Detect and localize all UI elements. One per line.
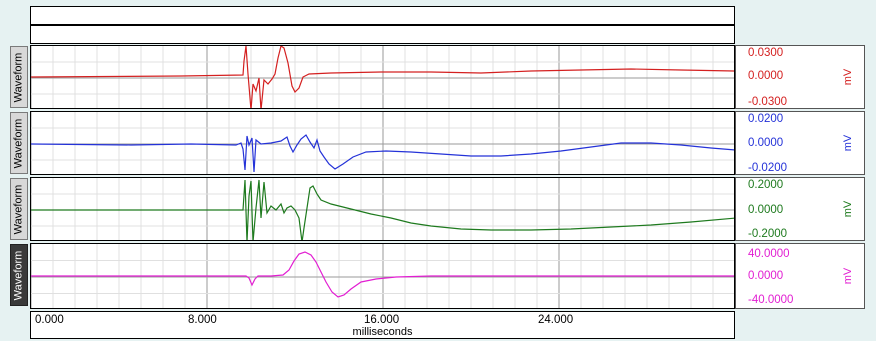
x-tick-label: 16.000 [364, 314, 400, 326]
waveform-svg-4 [31, 244, 734, 308]
x-tick-label: 0.000 [35, 314, 64, 326]
waveform-trace-1 [31, 46, 734, 108]
scale-top-value: 0.0300 [748, 47, 784, 59]
scale-top-value: 0.0200 [748, 113, 784, 125]
header-bar [30, 6, 735, 44]
time-axis: 0.000 8.000 16.000 24.000 milliseconds [30, 311, 735, 339]
channel-tab-label: Waveform [12, 118, 25, 168]
scale-mid-value: 0.0000 [748, 70, 784, 82]
scale-top-value: 0.2000 [748, 179, 784, 191]
channel-tab-4[interactable]: Waveform [10, 244, 28, 306]
scale-bottom-value: -0.0300 [748, 96, 788, 108]
scale-unit: mV [841, 200, 854, 218]
channel-tab-2[interactable]: Waveform [10, 112, 28, 174]
scale-panel-1: 0.0300 0.0000 -0.0300 mV [735, 45, 865, 109]
scale-bottom-value: -0.2000 [748, 228, 788, 240]
x-tick-label: 8.000 [188, 314, 217, 326]
waveform-plot-2[interactable] [30, 111, 735, 175]
scale-mid-value: 0.0000 [748, 270, 784, 282]
scale-bottom-value: -40.0000 [748, 294, 794, 306]
x-axis-label: milliseconds [352, 326, 413, 338]
scale-panel-2: 0.0200 0.0000 -0.0200 mV [735, 111, 865, 175]
scale-unit: mV [841, 267, 854, 285]
waveform-svg-2 [31, 112, 734, 174]
waveform-svg-1 [31, 46, 734, 108]
channel-tab-label: Waveform [12, 184, 25, 234]
waveform-plot-3[interactable] [30, 177, 735, 241]
scale-panel-3: 0.2000 0.0000 -0.2000 mV [735, 177, 865, 241]
scale-unit: mV [841, 68, 854, 86]
channel-tab-3[interactable]: Waveform [10, 178, 28, 240]
waveform-svg-3 [31, 178, 734, 240]
waveform-plot-4[interactable] [30, 243, 735, 309]
scale-panel-4: 40.0000 0.0000 -40.0000 mV [735, 243, 865, 309]
waveform-trace-3 [31, 179, 734, 240]
scale-bottom-value: -0.0200 [748, 162, 788, 174]
waveform-trace-2 [31, 134, 734, 173]
x-tick-label: 24.000 [538, 314, 574, 326]
scale-top-value: 40.0000 [748, 248, 790, 260]
scale-mid-value: 0.0000 [748, 137, 784, 149]
scale-mid-value: 0.0000 [748, 204, 784, 216]
channel-tab-label: Waveform [12, 52, 25, 102]
scale-unit: mV [841, 134, 854, 152]
waveform-trace-4 [31, 251, 734, 298]
waveform-plot-1[interactable] [30, 45, 735, 109]
channel-tab-label: Waveform [12, 250, 25, 300]
header-divider [31, 24, 734, 26]
channel-tab-1[interactable]: Waveform [10, 46, 28, 108]
